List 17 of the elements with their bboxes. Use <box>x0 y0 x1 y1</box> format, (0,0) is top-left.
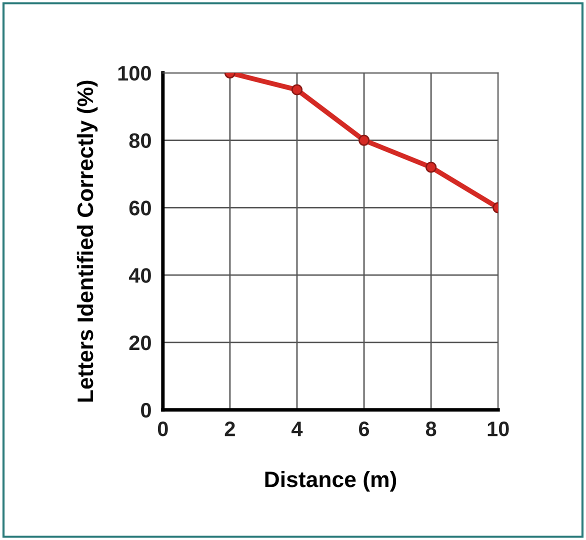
y-tick-label: 0 <box>141 402 151 418</box>
x-axis-title: Distance (m) <box>265 470 396 492</box>
y-axis-title: Letters Identified Correctly (%) <box>76 80 98 402</box>
y-tick-label: 100 <box>118 66 151 81</box>
y-tick-label: 40 <box>128 268 151 283</box>
point <box>426 162 437 173</box>
x-tick-label: 0 <box>158 422 168 436</box>
point <box>291 84 303 96</box>
x-tick-label: 8 <box>426 422 436 436</box>
point <box>358 134 370 146</box>
y-tick-label: 20 <box>129 335 151 350</box>
x-tick-label: 4 <box>292 422 303 436</box>
y-tick-label: 80 <box>129 133 151 148</box>
x-tick-label: 6 <box>358 422 370 436</box>
y-tick-label: 60 <box>129 200 151 216</box>
x-tick-label: 2 <box>224 422 235 436</box>
x-tick-label: 10 <box>488 422 509 436</box>
